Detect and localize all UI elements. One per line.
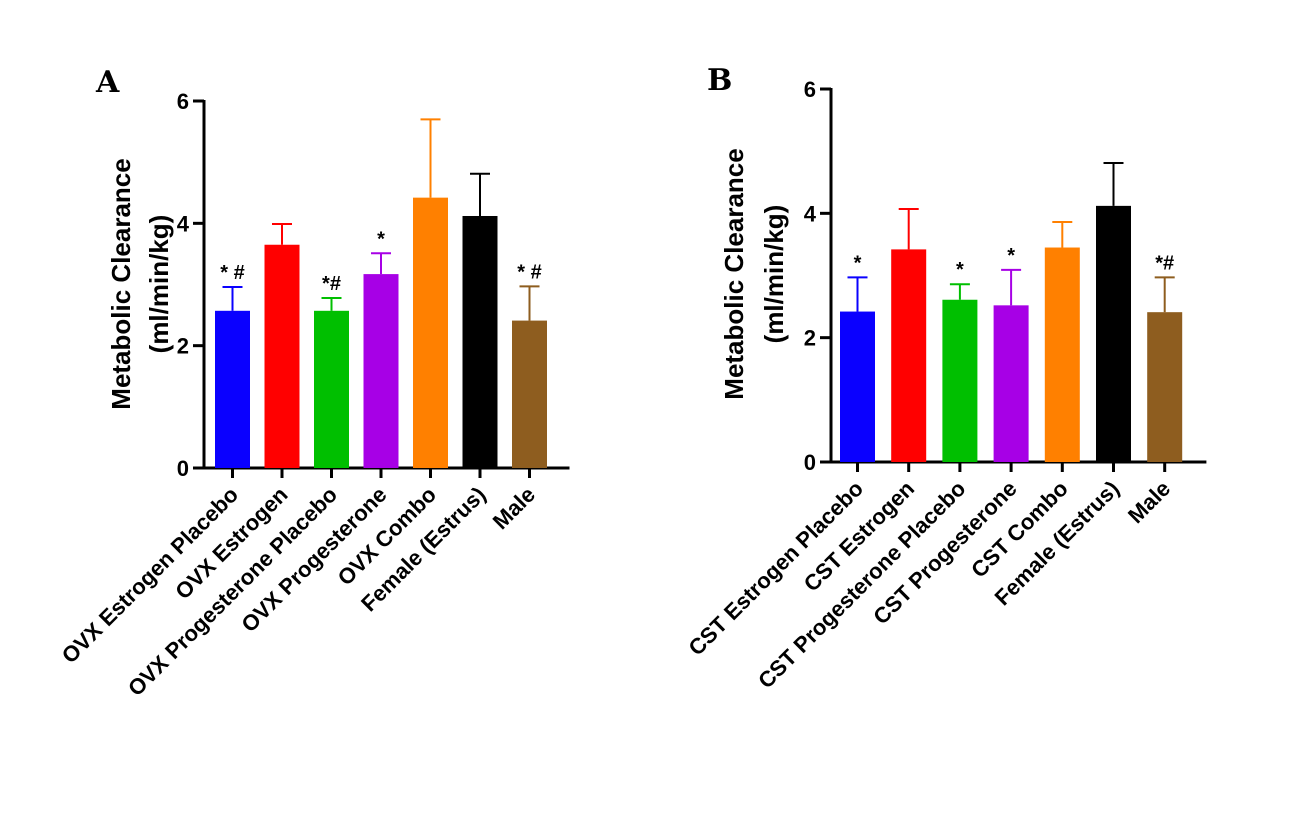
bar [264,244,300,468]
significance-annotation: * [956,259,964,281]
significance-annotation: * [854,252,862,274]
bar [462,215,498,468]
bar [512,320,547,468]
panel-a-chart: A Metabolic Clearance (ml/min/kg) 0 2 4 6 * # OV… [57,65,570,701]
y-tick-label: 0 [177,456,189,481]
significance-annotation: *# [1155,252,1174,274]
bar [891,249,927,462]
panel-b-chart: B Metabolic Clearance (ml/min/kg) 0 2 4 6 * CST … [684,63,1207,693]
significance-annotation: * [1007,245,1015,267]
significance-annotation: * [377,228,385,250]
y-tick-label: 6 [804,77,816,102]
x-category-label: Male [488,482,540,534]
bar [942,299,978,462]
y-axis-label: Metabolic Clearance [719,148,749,399]
bar [215,310,250,468]
significance-annotation: * # [517,261,541,283]
panel-letter: A [95,65,120,100]
y-axis-unit-label: (ml/min/kg) [144,215,174,354]
y-tick-label: 4 [804,201,817,226]
bar [840,311,875,462]
bar [413,197,448,469]
bar [1096,205,1131,462]
significance-annotation: * # [220,262,244,284]
y-tick-label: 0 [804,450,816,475]
significance-annotation: *# [322,273,341,295]
y-tick-label: 2 [804,326,816,351]
bar [314,310,349,468]
y-tick-label: 6 [177,89,189,114]
bar [363,274,399,468]
x-category-label: OVX Progesterone Placebo [123,482,342,701]
x-category-label: Male [1123,476,1175,528]
bar [993,305,1029,462]
bar [1044,247,1080,462]
x-category-label: CST Progesterone Placebo [753,476,970,693]
panel-letter: B [707,63,732,98]
y-tick-label: 2 [177,334,189,359]
y-tick-label: 4 [177,211,190,236]
y-axis-unit-label: (ml/min/kg) [759,205,789,344]
y-axis-label: Metabolic Clearance [106,158,136,409]
bar [1147,312,1183,462]
